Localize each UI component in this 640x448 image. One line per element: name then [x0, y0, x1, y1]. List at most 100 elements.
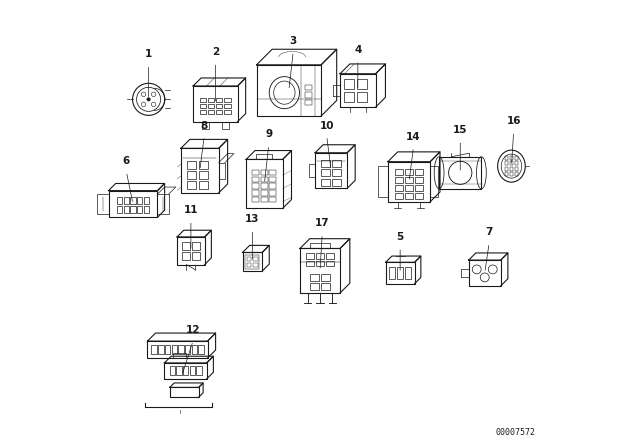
Bar — [260, 197, 268, 202]
Bar — [439, 157, 481, 189]
Bar — [415, 185, 423, 191]
Bar — [252, 197, 259, 202]
Bar — [124, 197, 129, 204]
Bar — [321, 283, 330, 290]
Bar — [224, 110, 230, 115]
Bar — [257, 154, 273, 159]
Bar — [187, 161, 196, 169]
Bar — [505, 156, 508, 160]
Bar — [97, 194, 109, 214]
Bar — [405, 177, 413, 183]
Text: 11: 11 — [184, 205, 198, 215]
Text: 9: 9 — [265, 129, 273, 139]
Text: 12: 12 — [186, 325, 200, 335]
Bar — [321, 160, 330, 167]
Bar — [158, 345, 163, 354]
Bar — [405, 193, 413, 199]
Bar — [305, 85, 312, 90]
Bar — [396, 169, 403, 175]
Bar — [309, 164, 315, 177]
Bar — [187, 171, 196, 179]
Bar — [219, 163, 225, 179]
Text: 6: 6 — [123, 156, 130, 166]
Bar — [164, 363, 207, 379]
Bar — [326, 260, 334, 266]
Bar — [344, 92, 355, 102]
Bar — [260, 177, 268, 182]
Bar — [109, 190, 157, 217]
Bar — [306, 260, 314, 266]
Bar — [509, 167, 513, 171]
Bar — [316, 254, 324, 259]
Bar — [260, 184, 268, 189]
Bar — [137, 197, 142, 204]
Bar — [202, 121, 209, 129]
Bar — [515, 156, 518, 160]
Text: 00007572: 00007572 — [496, 428, 536, 437]
Bar — [200, 104, 207, 108]
Bar — [310, 243, 330, 249]
Text: 4: 4 — [354, 45, 362, 55]
Bar — [260, 170, 268, 176]
Bar — [193, 86, 237, 121]
Bar — [216, 104, 223, 108]
Bar — [176, 366, 182, 375]
Bar — [183, 366, 188, 375]
Bar — [396, 185, 403, 191]
Bar — [310, 283, 319, 290]
Bar — [321, 179, 330, 186]
Bar — [172, 345, 177, 354]
Bar — [515, 167, 518, 171]
Bar — [192, 241, 200, 250]
Bar — [396, 193, 403, 199]
Bar — [468, 260, 500, 286]
Bar — [117, 197, 122, 204]
Bar — [269, 197, 276, 202]
Bar — [182, 241, 190, 250]
Bar — [269, 190, 276, 195]
Bar — [216, 110, 223, 115]
Text: 2: 2 — [212, 47, 219, 57]
Bar — [430, 166, 438, 197]
Bar — [415, 177, 423, 183]
Bar — [269, 184, 276, 189]
Bar — [340, 74, 376, 107]
Bar — [181, 148, 219, 193]
Bar — [253, 263, 258, 267]
Bar — [157, 194, 168, 214]
Bar — [247, 263, 252, 267]
Bar — [178, 345, 184, 354]
Bar — [505, 161, 508, 165]
Bar — [515, 161, 518, 165]
Text: 1: 1 — [145, 49, 152, 59]
Bar — [253, 257, 258, 261]
Bar — [177, 237, 205, 264]
Bar — [198, 171, 209, 179]
Bar — [208, 98, 214, 102]
Bar — [310, 274, 319, 281]
Bar — [196, 366, 202, 375]
Bar — [386, 262, 415, 284]
Bar — [189, 366, 195, 375]
Bar — [357, 79, 367, 89]
Bar — [247, 257, 252, 261]
Bar — [192, 252, 200, 260]
Bar — [198, 345, 204, 354]
Bar — [208, 110, 214, 115]
Bar — [509, 156, 513, 160]
Bar — [170, 366, 175, 375]
Text: 5: 5 — [397, 232, 404, 242]
Bar — [191, 345, 197, 354]
Bar — [378, 166, 388, 197]
Bar — [321, 274, 330, 281]
Bar — [509, 161, 513, 165]
Bar — [405, 267, 412, 279]
Bar — [243, 253, 262, 271]
Bar — [208, 104, 214, 108]
Bar — [332, 169, 341, 177]
Bar — [388, 162, 430, 202]
Bar — [269, 177, 276, 182]
Text: 15: 15 — [453, 125, 467, 135]
Bar — [505, 172, 508, 176]
Bar — [224, 104, 230, 108]
